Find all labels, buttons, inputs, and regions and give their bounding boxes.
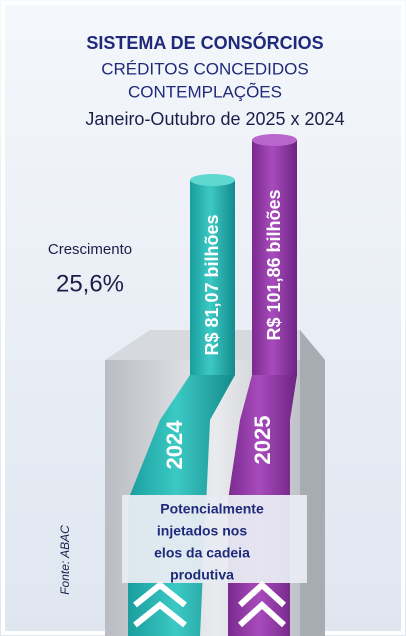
note-line: injetados nos (157, 523, 247, 539)
period: Janeiro-Outubro de 2025 x 2024 (85, 109, 344, 129)
cylinder-2025 (252, 140, 297, 375)
column-label: R$ 81,07 bilhões (202, 214, 222, 355)
note-line: elos da cadeia (154, 545, 250, 561)
cylinder-top (190, 174, 235, 186)
column-year: 2024 (162, 420, 187, 470)
column-year: 2025 (250, 416, 275, 465)
cylinder-2024 (190, 180, 235, 375)
growth-label: Crescimento (48, 241, 132, 258)
growth-value: 25,6% (56, 270, 124, 297)
subtitle: CONTEMPLAÇÕES (128, 82, 282, 101)
note-line: produtiva (170, 567, 234, 583)
subtitle: CRÉDITOS CONCEDIDOS (101, 59, 309, 78)
source: Fonte: ABAC (58, 525, 72, 595)
note-line: Potencialmente (160, 501, 264, 517)
note-panel (122, 495, 307, 583)
base-side (300, 330, 325, 636)
column-label: R$ 101,86 bilhões (264, 189, 284, 340)
title: SISTEMA DE CONSÓRCIOS (86, 32, 323, 53)
cylinder-top (252, 134, 297, 146)
arrows (133, 580, 287, 628)
